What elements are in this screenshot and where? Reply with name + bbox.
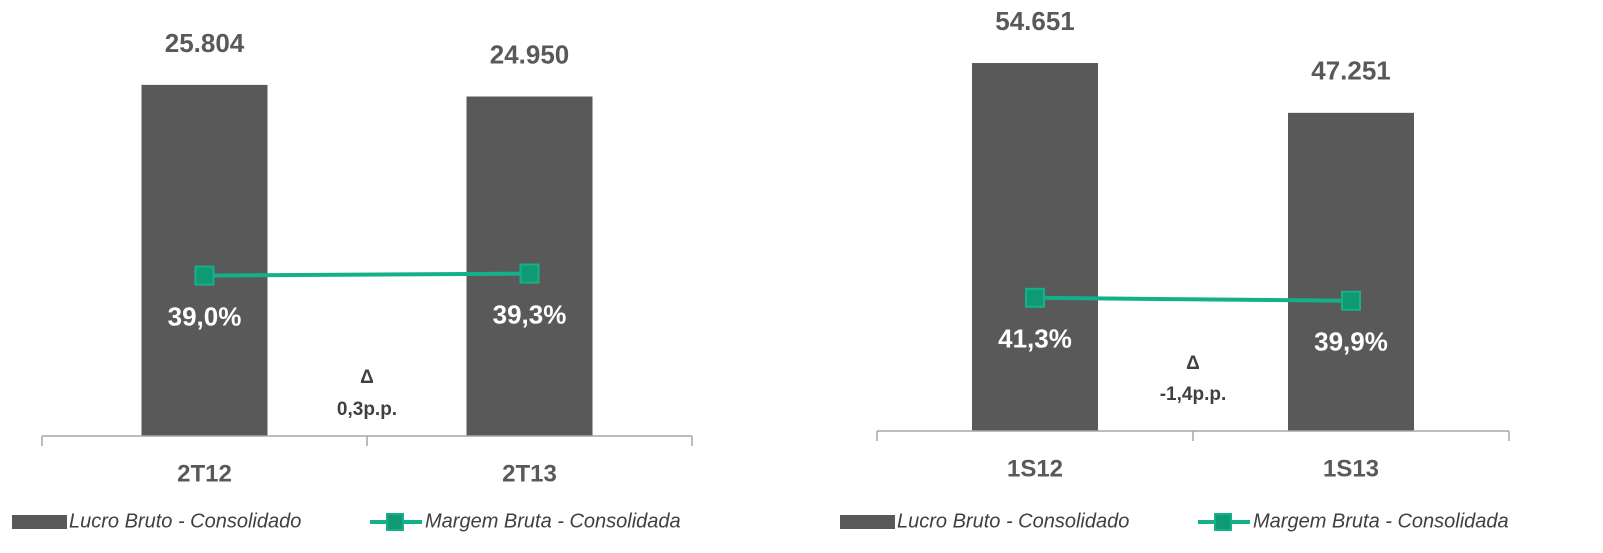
- legend-label: Margem Bruta - Consolidada: [1253, 510, 1509, 532]
- bar-value-label: 24.950: [490, 39, 570, 69]
- annotation: -1,4p.p.: [1160, 384, 1227, 405]
- line-value-label: 39,3%: [493, 299, 567, 329]
- annotation: 0,3p.p.: [337, 399, 397, 420]
- annotation: Δ: [1186, 353, 1200, 374]
- legend-marker: [386, 513, 404, 531]
- line-marker: [1341, 290, 1361, 311]
- bar: [141, 84, 268, 436]
- bar: [972, 63, 1098, 431]
- x-tick-label: 2T13: [502, 460, 557, 487]
- legend-label: Margem Bruta - Consolidada: [425, 510, 681, 532]
- x-tick-label: 2T12: [177, 460, 232, 487]
- legend-label: Lucro Bruto - Consolidado: [897, 510, 1129, 532]
- line-value-label: 41,3%: [998, 324, 1072, 354]
- annotation: Δ: [360, 367, 374, 388]
- line-value-label: 39,9%: [1314, 327, 1388, 357]
- line-marker: [1025, 287, 1045, 308]
- line-value-label: 39,0%: [168, 301, 242, 331]
- legend-marker: [1214, 513, 1232, 531]
- legend-label: Lucro Bruto - Consolidado: [69, 510, 301, 532]
- line-marker: [519, 263, 540, 284]
- line: [1034, 295, 1352, 303]
- x-tick-label: 1S13: [1323, 455, 1379, 482]
- bar-value-label: 25.804: [165, 28, 245, 58]
- bar-value-label: 54.651: [995, 6, 1075, 36]
- legend-swatch: [840, 515, 895, 529]
- x-tick-label: 1S12: [1007, 455, 1063, 482]
- line-marker: [194, 265, 215, 286]
- legend-swatch: [12, 515, 67, 529]
- bar-value-label: 47.251: [1311, 56, 1391, 86]
- bar: [1288, 112, 1414, 432]
- line: [204, 271, 530, 278]
